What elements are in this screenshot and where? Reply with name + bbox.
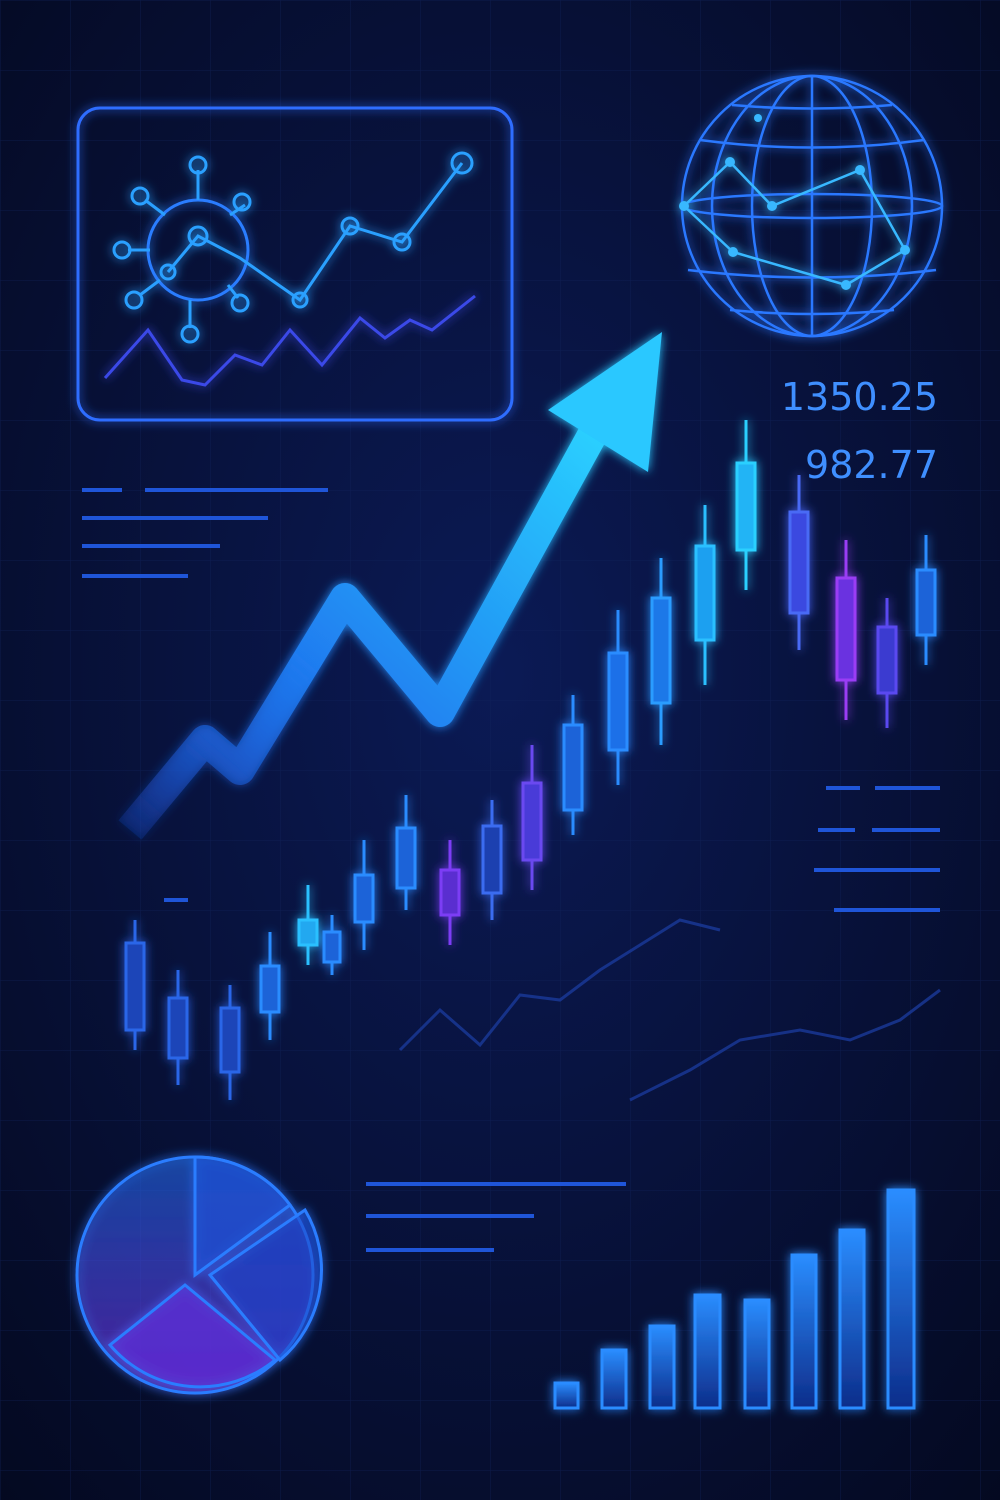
pie-illustration — [75, 1155, 323, 1395]
globe — [679, 74, 944, 338]
panel-line — [103, 294, 476, 387]
network-panel — [76, 106, 514, 422]
bar-illustration — [553, 1188, 916, 1410]
background-line — [398, 918, 721, 1052]
trend-arrow — [118, 332, 662, 840]
text-lines — [82, 488, 940, 1252]
readout: 1350.25 — [781, 375, 938, 419]
panel-frame — [76, 106, 514, 422]
network-nodes — [112, 151, 474, 344]
background-line — [629, 988, 941, 1102]
candlesticks — [124, 420, 937, 1100]
readout: 982.77 — [805, 443, 938, 487]
